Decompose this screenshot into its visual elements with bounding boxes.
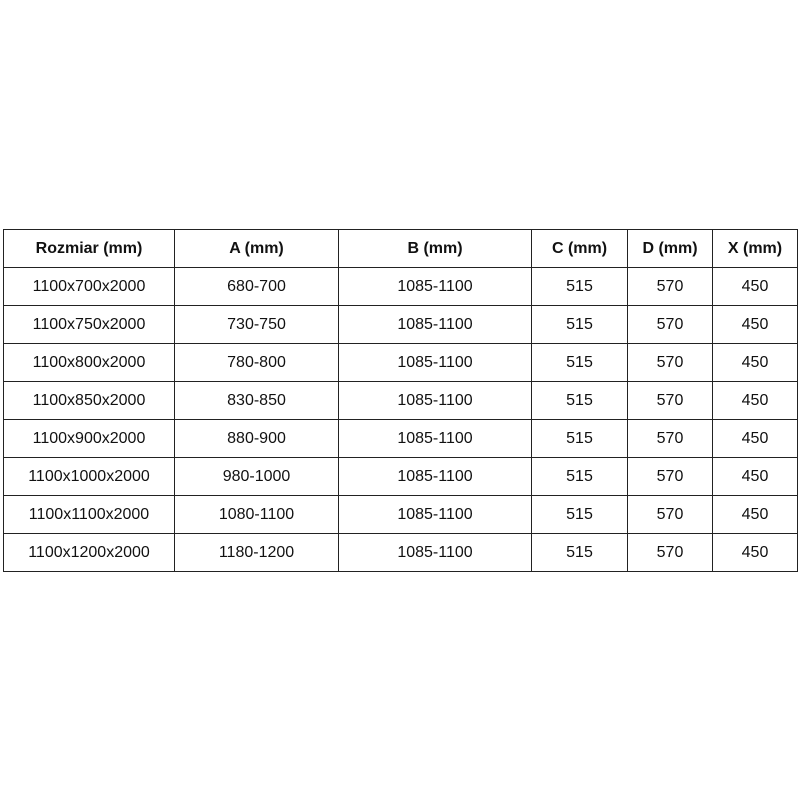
table-cell: 1100x1200x2000 (3, 533, 175, 572)
table-cell: 1085-1100 (338, 343, 532, 382)
table-cell: 830-850 (174, 381, 339, 420)
table-cell: 1085-1100 (338, 419, 532, 458)
table-row: 1100x1000x2000 980-1000 1085-1100 515 570 450 (3, 457, 798, 496)
table-cell: 450 (712, 267, 798, 306)
table-cell: 450 (712, 381, 798, 420)
table-cell: 515 (531, 267, 628, 306)
table-cell: 570 (627, 343, 713, 382)
table-row: 1100x800x2000 780-800 1085-1100 515 570 450 (3, 343, 798, 382)
table-cell: 1100x900x2000 (3, 419, 175, 458)
table-cell: 680-700 (174, 267, 339, 306)
table-cell: 980-1000 (174, 457, 339, 496)
column-header: X (mm) (712, 229, 798, 268)
table-cell: 450 (712, 533, 798, 572)
table-cell: 1085-1100 (338, 381, 532, 420)
table-cell: 570 (627, 305, 713, 344)
dimensions-table: Rozmiar (mm) A (mm) B (mm) C (mm) D (mm) X (m… (3, 229, 798, 572)
table-cell: 450 (712, 343, 798, 382)
column-header: A (mm) (174, 229, 339, 268)
table-cell: 450 (712, 419, 798, 458)
table-row: 1100x750x2000 730-750 1085-1100 515 570 450 (3, 305, 798, 344)
table-cell: 1085-1100 (338, 267, 532, 306)
table-cell: 1085-1100 (338, 305, 532, 344)
table-cell: 780-800 (174, 343, 339, 382)
table-cell: 515 (531, 533, 628, 572)
table-row: 1100x1200x2000 1180-1200 1085-1100 515 570 45… (3, 533, 798, 572)
table-cell: 515 (531, 495, 628, 534)
table-cell: 1100x850x2000 (3, 381, 175, 420)
table-row: 1100x900x2000 880-900 1085-1100 515 570 450 (3, 419, 798, 458)
table-cell: 1100x750x2000 (3, 305, 175, 344)
column-header: D (mm) (627, 229, 713, 268)
table-cell: 515 (531, 343, 628, 382)
table-cell: 880-900 (174, 419, 339, 458)
table-cell: 730-750 (174, 305, 339, 344)
table-cell: 570 (627, 381, 713, 420)
column-header: B (mm) (338, 229, 532, 268)
table-cell: 570 (627, 457, 713, 496)
table-cell: 450 (712, 495, 798, 534)
table-cell: 570 (627, 267, 713, 306)
table-cell: 450 (712, 457, 798, 496)
table-cell: 1100x1000x2000 (3, 457, 175, 496)
table-cell: 1100x700x2000 (3, 267, 175, 306)
table-cell: 450 (712, 305, 798, 344)
table-cell: 515 (531, 419, 628, 458)
table-cell: 570 (627, 419, 713, 458)
table-cell: 570 (627, 495, 713, 534)
column-header: C (mm) (531, 229, 628, 268)
table-row: 1100x1100x2000 1080-1100 1085-1100 515 570 45… (3, 495, 798, 534)
table-cell: 1085-1100 (338, 457, 532, 496)
table-row: 1100x700x2000 680-700 1085-1100 515 570 450 (3, 267, 798, 306)
column-header: Rozmiar (mm) (3, 229, 175, 268)
table-cell: 1100x800x2000 (3, 343, 175, 382)
table-cell: 515 (531, 457, 628, 496)
table-cell: 1100x1100x2000 (3, 495, 175, 534)
table-cell: 1180-1200 (174, 533, 339, 572)
header-row: Rozmiar (mm) A (mm) B (mm) C (mm) D (mm) X (m… (3, 229, 798, 268)
table-cell: 570 (627, 533, 713, 572)
table-cell: 1085-1100 (338, 495, 532, 534)
table-cell: 1085-1100 (338, 533, 532, 572)
table-cell: 1080-1100 (174, 495, 339, 534)
table-cell: 515 (531, 381, 628, 420)
table-cell: 515 (531, 305, 628, 344)
table-row: 1100x850x2000 830-850 1085-1100 515 570 450 (3, 381, 798, 420)
